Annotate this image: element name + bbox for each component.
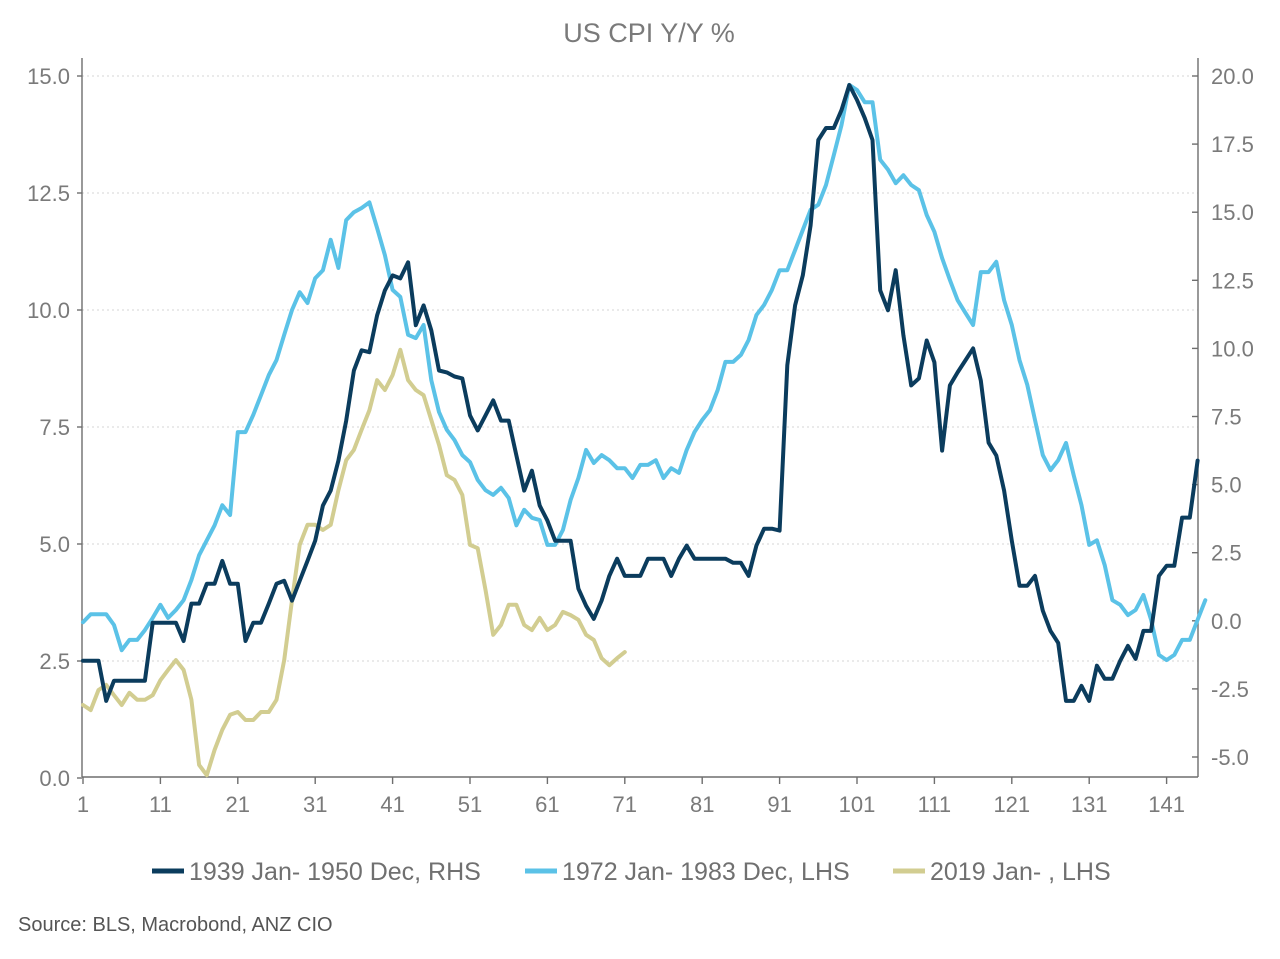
right-axis-tick-label: 15.0 [1211, 200, 1254, 225]
x-axis-tick-label: 91 [767, 792, 791, 817]
x-axis-tick-label: 1 [77, 792, 89, 817]
x-axis-tick-label: 71 [613, 792, 637, 817]
left-axis-tick-label: 5.0 [39, 532, 70, 557]
legend-label: 1939 Jan- 1950 Dec, RHS [189, 858, 481, 886]
x-axis-tick-label: 11 [149, 792, 172, 817]
x-axis-tick-label: 31 [303, 792, 327, 817]
series-line-1 [81, 83, 1200, 703]
series-line-2 [81, 82, 1208, 663]
left-axis-tick-label: 10.0 [27, 298, 70, 323]
right-axis-tick-label: -5.0 [1211, 745, 1249, 770]
right-axis-tick-label: 5.0 [1211, 473, 1242, 498]
series-line-3 [81, 347, 627, 778]
axes: 0.0 2.5 5.0 7.5 10.0 12.5 15.0 -5.0 -2.5 0.0 2.5 5.… [27, 58, 1254, 817]
series-lines [81, 82, 1208, 778]
left-axis-tick-label: 12.5 [27, 181, 70, 206]
right-axis-tick-label: 7.5 [1211, 405, 1242, 430]
x-axis-tick-label: 21 [226, 792, 250, 817]
right-axis-tick-label: 12.5 [1211, 268, 1254, 293]
source-note: Source: BLS, Macrobond, ANZ CIO [18, 914, 333, 936]
legend-label: 1972 Jan- 1983 Dec, LHS [562, 858, 850, 886]
left-axis-tick-label: 0.0 [39, 766, 70, 791]
x-axis-tick-label: 101 [839, 792, 876, 817]
right-axis-tick-label: 10.0 [1211, 336, 1254, 361]
x-axis-tick-label: 131 [1071, 792, 1108, 817]
legend-label: 2019 Jan- , LHS [930, 858, 1111, 886]
left-axis-tick-label: 7.5 [39, 415, 70, 440]
chart-title: US CPI Y/Y % [563, 18, 735, 48]
x-axis-tick-label: 61 [535, 792, 559, 817]
right-axis-tick-label: 17.5 [1211, 132, 1254, 157]
right-axis-tick-label: -2.5 [1211, 677, 1249, 702]
x-axis-tick-label: 41 [380, 792, 404, 817]
left-axis-tick-label: 15.0 [27, 64, 70, 89]
right-axis-tick-label: 2.5 [1211, 541, 1242, 566]
x-axis-tick-label: 81 [690, 792, 714, 817]
x-axis-tick-label: 51 [458, 792, 482, 817]
right-axis-tick-label: 20.0 [1211, 64, 1254, 89]
legend: 1939 Jan- 1950 Dec, RHS 1972 Jan- 1983 De… [152, 858, 1111, 886]
x-axis-tick-label: 111 [918, 792, 951, 817]
x-axis-tick-label: 121 [993, 792, 1030, 817]
x-axis-tick-label: 141 [1148, 792, 1185, 817]
right-axis-tick-label: 0.0 [1211, 609, 1242, 634]
left-axis-tick-label: 2.5 [39, 649, 70, 674]
